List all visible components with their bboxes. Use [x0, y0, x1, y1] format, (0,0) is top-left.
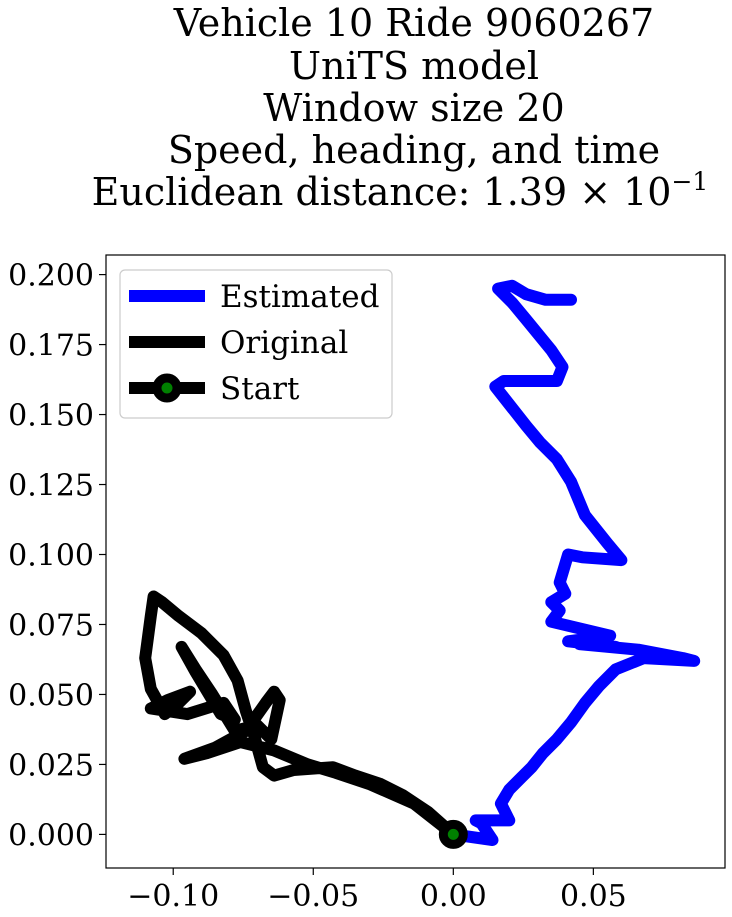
series-line-original: [139, 590, 460, 841]
title-line-2: UniTS model: [289, 44, 539, 88]
x-tick-label: 0.05: [560, 879, 627, 914]
x-tick-label: −0.05: [267, 879, 359, 914]
y-tick-label: 0.100: [8, 539, 94, 574]
legend-start-label: Start: [220, 371, 300, 407]
legend-estimated-label: Estimated: [220, 279, 379, 315]
x-tick-label: 0.00: [420, 879, 487, 914]
x-tick-label: −0.10: [127, 879, 219, 914]
title-line-5-main: Euclidean distance: 1.39 × 10: [92, 170, 672, 214]
title-exponent: −1: [671, 167, 708, 196]
axis-ticks: −0.10 −0.05 0.00 0.05 0.000 0.025 0.050 0.075 0.…: [8, 259, 627, 914]
y-tick-label: 0.000: [8, 818, 94, 853]
start-marker: [438, 819, 468, 849]
y-tick-label: 0.175: [8, 329, 94, 364]
title-line-3: Window size 20: [263, 86, 564, 130]
plot-area: [139, 279, 701, 849]
legend-start-marker: [152, 373, 182, 403]
legend-box: [119, 269, 393, 419]
y-tick-label: 0.025: [8, 748, 94, 783]
axes-frame: [105, 254, 726, 869]
title-line-4: Speed, heading, and time: [168, 128, 660, 172]
series-line-estimated: [447, 279, 701, 846]
chart-title: Vehicle 10 Ride 9060267 UniTS model Wind…: [92, 1, 709, 214]
title-line-5: Euclidean distance: 1.39 × 10−1: [92, 167, 709, 214]
legend-original-label: Original: [220, 325, 348, 361]
y-tick-label: 0.150: [8, 399, 94, 434]
title-line-1: Vehicle 10 Ride 9060267: [173, 1, 654, 45]
y-tick-label: 0.200: [8, 259, 94, 294]
y-tick-label: 0.050: [8, 678, 94, 713]
y-tick-label: 0.125: [8, 469, 94, 504]
legend: Estimated Original Start: [119, 269, 393, 419]
y-tick-label: 0.075: [8, 608, 94, 643]
